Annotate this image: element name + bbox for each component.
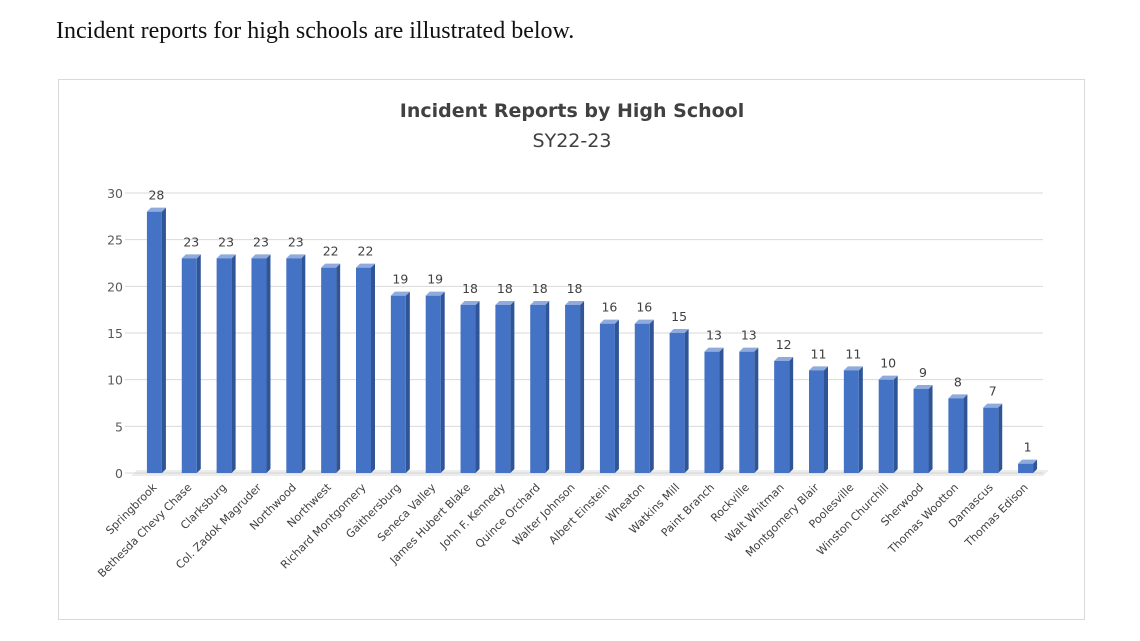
bar (390, 291, 410, 473)
data-label: 16 (636, 300, 652, 315)
data-label: 23 (288, 234, 304, 249)
data-label: 19 (392, 272, 408, 287)
data-label: 1 (1024, 440, 1032, 455)
chart-container: Incident Reports by High School SY22-23 … (58, 79, 1085, 620)
y-tick-label: 0 (115, 466, 123, 481)
category-label: Thomas Edison (962, 481, 1031, 550)
category-label: Walter Johnson (510, 481, 577, 548)
bar (460, 301, 480, 473)
bar (356, 263, 375, 473)
bar (774, 357, 794, 473)
bar-chart: Incident Reports by High School SY22-23 … (95, 100, 1049, 580)
bar (1018, 459, 1038, 473)
data-label: 23 (253, 234, 269, 249)
bar (983, 403, 1003, 473)
bar (704, 347, 724, 473)
data-label: 23 (183, 234, 199, 249)
bar (948, 394, 968, 473)
y-tick-label: 15 (107, 326, 123, 341)
data-label: 18 (532, 281, 548, 296)
bar (669, 329, 689, 473)
intro-text: Incident reports for high schools are il… (56, 18, 575, 44)
bar (565, 301, 585, 473)
bar (216, 254, 236, 473)
bar (530, 301, 550, 473)
data-label: 13 (706, 328, 722, 343)
data-label: 18 (462, 281, 478, 296)
data-label: 23 (218, 234, 234, 249)
bar (599, 319, 619, 473)
data-label: 15 (671, 309, 687, 324)
y-tick-label: 20 (107, 279, 123, 294)
bar (495, 301, 515, 473)
chart-subtitle: SY22-23 (533, 130, 612, 152)
bar (251, 254, 271, 473)
data-label: 11 (845, 346, 861, 361)
bar (634, 319, 654, 473)
data-label: 18 (497, 281, 513, 296)
data-label: 28 (148, 188, 164, 203)
bar (809, 366, 828, 473)
bar (425, 291, 445, 473)
chart-floor (131, 470, 1049, 476)
bar (286, 254, 306, 473)
bar (181, 254, 201, 473)
bar (843, 366, 863, 473)
y-tick-label: 5 (115, 419, 123, 434)
data-label: 22 (323, 244, 339, 259)
data-label: 10 (880, 356, 896, 371)
data-label: 16 (601, 300, 617, 315)
y-tick-label: 30 (107, 186, 123, 201)
y-axis: 0 5 10 15 20 25 30 (107, 186, 123, 481)
data-label: 18 (567, 281, 583, 296)
bar (321, 263, 341, 473)
data-label: 11 (811, 346, 827, 361)
data-label: 7 (989, 384, 997, 399)
data-label: 22 (358, 244, 374, 259)
chart-title: Incident Reports by High School (400, 100, 744, 122)
category-label: Albert Einstein (546, 481, 612, 547)
bar (739, 347, 759, 473)
y-tick-label: 10 (107, 373, 123, 388)
data-label: 12 (776, 337, 792, 352)
bar (146, 207, 166, 473)
data-label: 8 (954, 374, 962, 389)
data-label: 13 (741, 328, 757, 343)
data-label: 9 (919, 365, 927, 380)
bar (913, 385, 933, 473)
y-tick-label: 25 (107, 233, 123, 248)
data-label: 19 (427, 272, 443, 287)
bars (146, 207, 1038, 473)
bar (878, 375, 898, 473)
